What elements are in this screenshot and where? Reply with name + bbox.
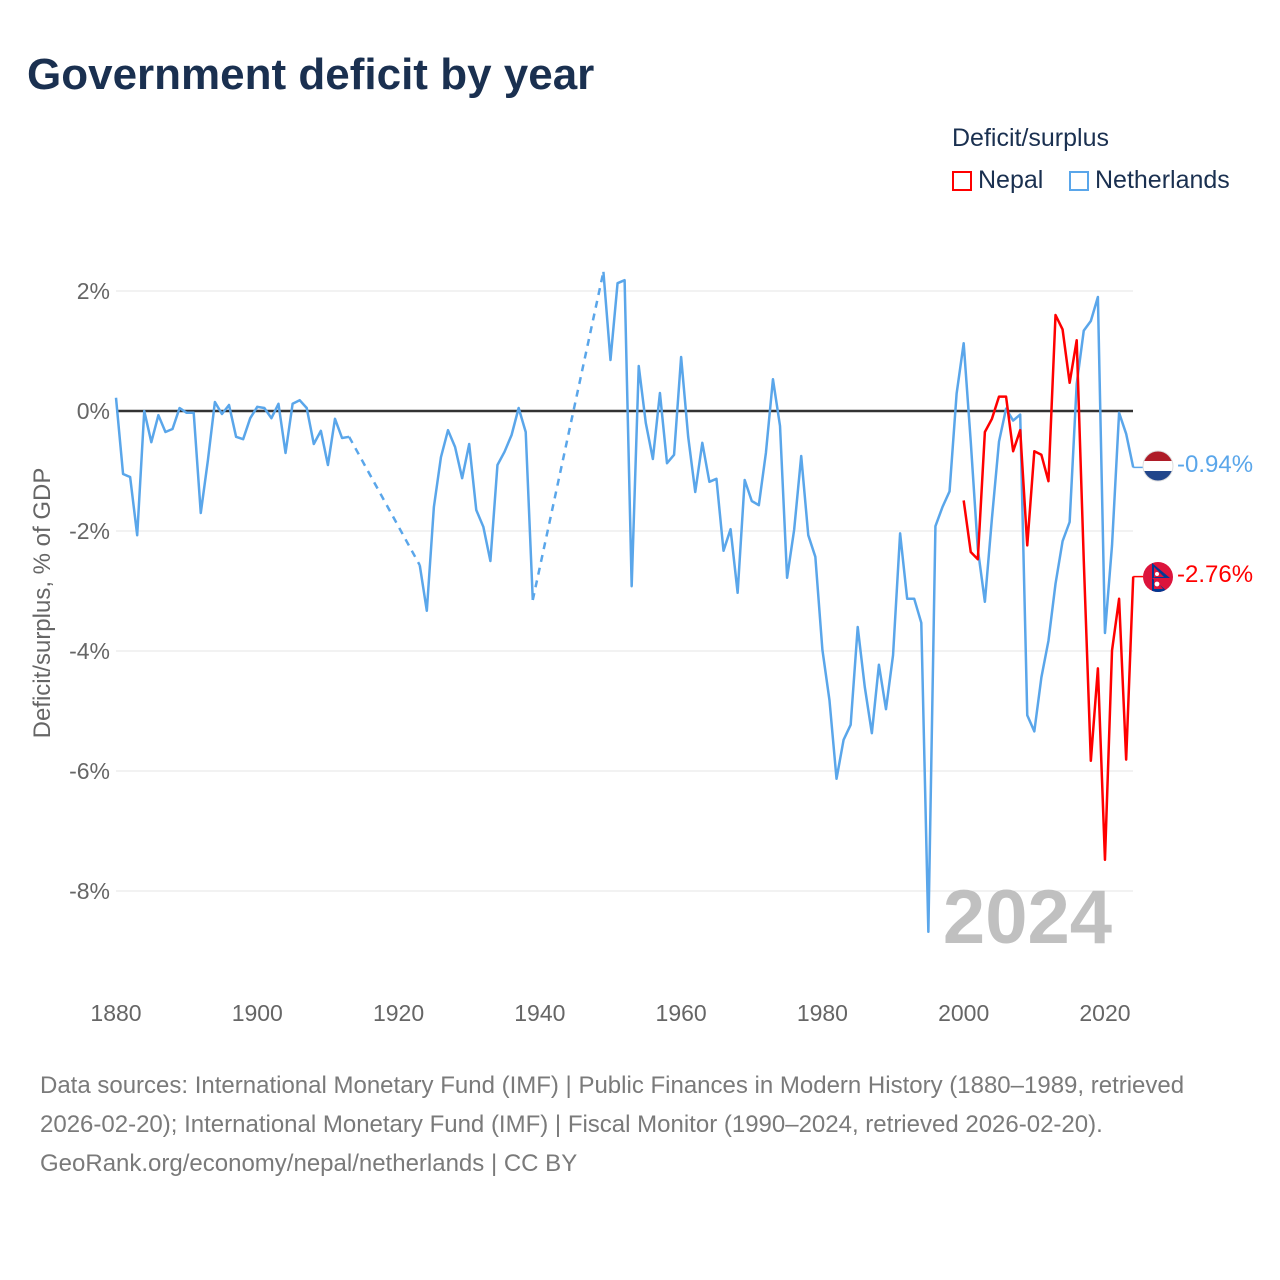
x-tick-label: 1980 bbox=[797, 1000, 848, 1026]
legend-item-nepal[interactable]: Nepal bbox=[952, 166, 1043, 195]
netherlands-flag-icon bbox=[1142, 450, 1174, 482]
end-label-netherlands: -0.94% bbox=[1177, 451, 1253, 478]
y-axis-label: Deficit/surplus, % of GDP bbox=[29, 468, 56, 739]
x-tick-label: 1960 bbox=[656, 1000, 707, 1026]
y-tick-label: 0% bbox=[77, 398, 110, 424]
x-tick-label: 1880 bbox=[90, 1000, 141, 1026]
data-sources: Data sources: International Monetary Fun… bbox=[40, 1072, 1185, 1138]
legend-label: Netherlands bbox=[1095, 166, 1230, 194]
series-nepal bbox=[962, 313, 1143, 862]
footer: Data sources: International Monetary Fun… bbox=[40, 1066, 1240, 1183]
x-tick-label: 2000 bbox=[938, 1000, 989, 1026]
legend-title: Deficit/surplus bbox=[952, 124, 1109, 152]
y-tick-label: -4% bbox=[69, 638, 110, 664]
credit-link[interactable]: GeoRank.org/economy/nepal/netherlands | … bbox=[40, 1150, 578, 1177]
series-line-netherlands bbox=[602, 271, 1135, 934]
end-label-nepal: -2.76% bbox=[1177, 561, 1253, 588]
legend-item-netherlands[interactable]: Netherlands bbox=[1069, 166, 1230, 195]
series-line-netherlands bbox=[418, 406, 535, 613]
y-tick-label: -8% bbox=[69, 878, 110, 904]
line-chart: 2% 0% -2% -4% -6% -8% 1880 1900 1920 1940 1960 1980… bbox=[29, 271, 1253, 1026]
legend-label: Nepal bbox=[978, 166, 1044, 194]
year-watermark: 2024 bbox=[943, 875, 1112, 960]
legend-swatch-nepal bbox=[952, 170, 972, 191]
x-tick-label: 1940 bbox=[514, 1000, 565, 1026]
x-tick-label: 1920 bbox=[373, 1000, 424, 1026]
nepal-flag-icon bbox=[1143, 562, 1173, 592]
series-gap-netherlands bbox=[348, 436, 421, 566]
x-tick-label: 1900 bbox=[232, 1000, 283, 1026]
y-tick-label: 2% bbox=[77, 278, 110, 304]
series-line-netherlands bbox=[114, 397, 350, 537]
legend-swatch-netherlands bbox=[1069, 170, 1089, 191]
series-netherlands bbox=[114, 271, 1143, 934]
x-tick-label: 2020 bbox=[1079, 1000, 1130, 1026]
y-tick-label: -2% bbox=[69, 518, 110, 544]
y-tick-label: -6% bbox=[69, 758, 110, 784]
series-gap-netherlands bbox=[531, 271, 605, 601]
series-line-nepal bbox=[962, 313, 1135, 862]
chart-title: Government deficit by year bbox=[27, 50, 595, 99]
